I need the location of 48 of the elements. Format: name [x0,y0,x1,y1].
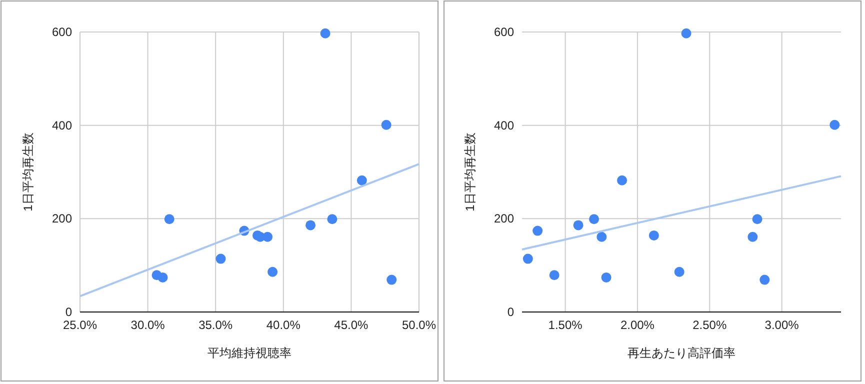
point [532,226,543,236]
x-tick-label: 45.0% [334,318,369,332]
point [573,220,584,230]
x-axis-title: 再生あたり高評価率 [628,346,736,360]
point [601,272,612,282]
point [830,120,840,130]
point [164,214,174,224]
point [748,232,758,242]
y-axis-title: 1日平均再生数 [21,132,35,212]
x-axis-title: 平均維持視聴率 [208,346,292,360]
point [268,266,278,277]
x-tick-label: 3.00% [764,318,800,332]
x-tick-label: 50.0% [402,318,436,332]
point [522,254,533,264]
point [760,274,770,285]
y-tick-label: 0 [65,305,72,319]
point [320,28,330,38]
point [681,28,692,38]
y-tick-label: 0 [507,305,514,319]
y-tick-label: 200 [52,212,72,226]
point [674,266,684,277]
point [589,214,600,224]
y-tick-label: 400 [52,118,72,132]
x-tick-label: 2.00% [620,318,655,332]
x-tick-label: 40.0% [266,318,301,332]
x-tick-label: 25.0% [62,318,98,332]
y-axis-title: 1日平均再生数 [463,132,477,212]
point [648,230,659,240]
point [549,270,560,280]
x-tick-label: 1.50% [548,318,583,332]
point [356,175,367,186]
point [216,254,226,264]
y-tick-label: 200 [494,212,514,226]
point [617,175,628,186]
point [327,214,338,224]
point [381,120,392,130]
y-tick-label: 400 [494,118,514,132]
x-tick-label: 30.0% [130,318,166,332]
y-tick-label: 600 [494,25,514,39]
y-tick-label: 600 [52,25,72,39]
x-tick-label: 35.0% [198,318,233,332]
point [158,272,168,282]
point [262,232,273,242]
point [596,232,607,242]
x-tick-label: 2.50% [692,318,727,332]
point [386,274,397,285]
point [306,220,316,230]
point [752,214,762,224]
